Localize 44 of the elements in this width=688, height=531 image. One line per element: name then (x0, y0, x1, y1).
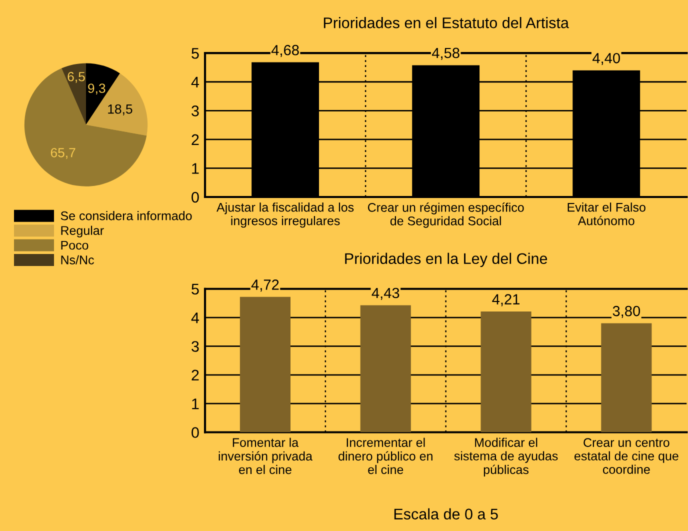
x-tick-label: Crear un régimen específico de Seguridad Social (368, 202, 524, 228)
chart-title: Prioridades en el Estatuto del Artista (324, 17, 569, 28)
bar (240, 296, 291, 432)
bar (480, 312, 532, 432)
y-tick-label: 5 (192, 284, 199, 295)
text: Escala de 0 a 5 (394, 508, 498, 520)
x-tick-label: Incrementar el dinero público en el cine (338, 438, 432, 474)
y-tick-label: 3 (192, 341, 199, 352)
pie-slice (24, 68, 147, 186)
bar (601, 323, 652, 432)
x-tick-label: Modificar el sistema de ayudas públicas (454, 438, 558, 477)
y-tick-label: 5 (192, 48, 199, 59)
y-tick-label: 3 (192, 106, 199, 116)
data-label: 4,21 (492, 294, 520, 306)
x-tick-label: Fomentar la inversión privada en el cine (218, 438, 312, 474)
x-tick-label: Evitar el Falso Autónomo (568, 202, 646, 226)
legend-label: Poco (61, 240, 88, 250)
data-label: 4,72 (251, 280, 279, 292)
y-tick-label: 2 (192, 370, 199, 380)
data-label: 6,5 (68, 72, 85, 83)
chart-title: Prioridades en la Ley del Cine (345, 252, 548, 268)
bar (360, 305, 411, 432)
y-tick-label: 4 (191, 76, 200, 88)
y-tick-label: 1 (192, 163, 199, 174)
data-label: 4,40 (592, 52, 620, 66)
y-tick-label: 0 (192, 192, 199, 203)
legend-label: Se considera informado (60, 211, 192, 220)
data-label: 9,3 (88, 84, 106, 94)
data-label: 65,7 (50, 148, 76, 159)
data-label: 4,58 (432, 48, 460, 60)
x-tick-label: Ajustar la fiscalidad a los ingresos irregulares (216, 202, 354, 228)
y-tick-label: 4 (191, 312, 200, 324)
pie-slice (86, 73, 148, 136)
data-label: 18,5 (108, 104, 132, 116)
data-label: 4,68 (271, 44, 299, 57)
legend-label: Regular (61, 226, 104, 238)
x-tick-label: Crear un centro estatal de cine que coordine (574, 438, 678, 474)
data-label: 3,80 (612, 306, 640, 318)
y-tick-label: 0 (192, 427, 199, 438)
y-tick-label: 2 (192, 134, 199, 145)
legend-label: Ns/Nc (61, 255, 94, 264)
data-label: 4,43 (372, 288, 400, 300)
y-tick-label: 1 (192, 398, 199, 410)
pie-slice (62, 63, 86, 125)
